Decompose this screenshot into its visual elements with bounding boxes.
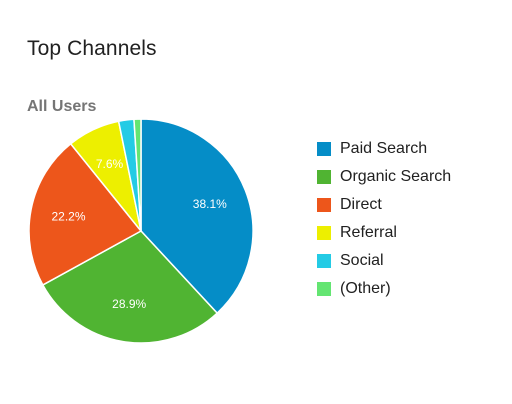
legend-item-social[interactable]: Social <box>317 247 507 275</box>
chart-title: Top Channels <box>27 37 157 60</box>
chart-legend: Paid Search Organic Search Direct Referral S… <box>317 135 507 303</box>
legend-label: Direct <box>340 196 382 213</box>
legend-swatch <box>317 226 331 240</box>
legend-item-direct[interactable]: Direct <box>317 191 507 219</box>
legend-label: (Other) <box>340 280 391 297</box>
legend-item-other[interactable]: (Other) <box>317 275 507 303</box>
pie-slice-other[interactable] <box>133 118 142 232</box>
legend-swatch <box>317 282 331 296</box>
legend-swatch <box>317 198 331 212</box>
legend-label: Organic Search <box>340 168 452 185</box>
pie-slices <box>28 118 254 344</box>
legend-item-organic-search[interactable]: Organic Search <box>317 163 507 191</box>
slice-label-direct: 22.2% <box>51 210 85 224</box>
pie-slice-labels: 38.1% 28.9% 22.2% 7.6% <box>51 157 227 311</box>
slice-label-organic-search: 28.9% <box>112 297 146 311</box>
legend-swatch <box>317 170 331 184</box>
legend-swatch <box>317 254 331 268</box>
legend-item-referral[interactable]: Referral <box>317 219 507 247</box>
slice-label-paid-search: 38.1% <box>193 197 227 211</box>
legend-label: Referral <box>340 224 397 241</box>
legend-label: Paid Search <box>340 140 428 157</box>
legend-swatch <box>317 142 331 156</box>
legend-item-paid-search[interactable]: Paid Search <box>317 135 507 163</box>
legend-label: Social <box>340 252 384 269</box>
pie-slice-paid-search[interactable] <box>140 118 254 315</box>
pie-slice-organic-search[interactable] <box>41 230 219 344</box>
pie-slice-direct[interactable] <box>28 142 143 286</box>
slice-label-referral: 7.6% <box>96 157 124 171</box>
segment-label: All Users <box>27 98 97 115</box>
